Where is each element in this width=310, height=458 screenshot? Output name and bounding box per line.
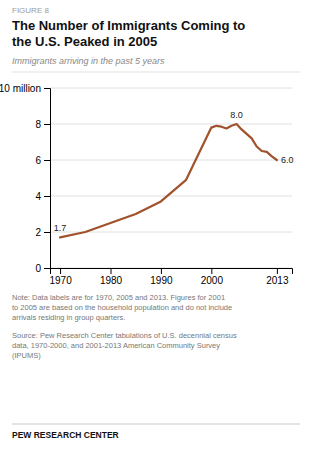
y-tick-mark [44, 196, 50, 197]
source-line: (IPUMS) [12, 351, 41, 360]
source: Source: Pew Research Center tabulations … [12, 331, 237, 360]
title-line: The Number of Immigrants Coming to [12, 18, 245, 33]
y-tick: 0 [35, 263, 50, 274]
plot-area [60, 124, 277, 237]
footer-rule [12, 424, 300, 425]
grid-line [50, 124, 292, 125]
y-tick-label: 8 [35, 119, 41, 130]
header-rule [12, 72, 300, 73]
source-line: Source: Pew Research Center tabulations … [12, 331, 237, 340]
figure-label-line: FIGURE 8 [12, 6, 49, 15]
brand: PEW RESEARCH CENTER [12, 430, 119, 440]
x-tick-label: 2013 [266, 275, 289, 286]
y-axis: 0 2 4 6 8 10 million [0, 83, 51, 274]
y-tick: 8 [35, 119, 50, 130]
brand-line: PEW RESEARCH CENTER [12, 430, 119, 440]
grid-line [50, 196, 292, 197]
data-label: 6.0 [281, 155, 294, 165]
title-line: the U.S. Peaked in 2005 [12, 34, 157, 49]
y-tick-label: 2 [35, 227, 41, 238]
y-tick-mark [44, 232, 50, 233]
grid [50, 88, 292, 268]
title: The Number of Immigrants Coming tothe U.… [12, 18, 245, 49]
y-tick: 4 [35, 191, 50, 202]
x-tick: 1970 [49, 268, 72, 286]
data-label: 8.0 [230, 110, 243, 120]
x-tick-mark [277, 268, 278, 274]
x-tick-label: 1990 [150, 275, 173, 286]
figure-label: FIGURE 8 [12, 6, 49, 15]
x-tick-mark [60, 268, 61, 274]
x-tick-mark [111, 268, 112, 274]
y-tick: 6 [35, 155, 50, 166]
y-tick: 2 [35, 227, 50, 238]
data-label: 1.7 [54, 223, 67, 233]
grid-line [50, 88, 292, 89]
subtitle: Immigrants arriving in the past 5 years [12, 56, 165, 66]
y-tick: 10 million [0, 83, 50, 94]
note-line: arrivals residing in group quarters. [12, 313, 125, 322]
y-tick-label: 0 [35, 263, 41, 274]
x-axis: 1970 1980 1990 2000 2013 [49, 268, 292, 286]
x-tick-label: 2000 [201, 275, 224, 286]
data-line [60, 124, 277, 237]
chart: FIGURE 8 The Number of Immigrants Coming … [0, 0, 310, 458]
note: Note: Data labels are for 1970, 2005 and… [12, 293, 232, 322]
x-tick-label: 1980 [100, 275, 123, 286]
note-line: to 2005 are based on the household popul… [12, 303, 232, 312]
y-tick-label: 4 [35, 191, 41, 202]
x-tick-label: 1970 [49, 275, 72, 286]
x-tick: 2000 [201, 268, 224, 286]
x-tick-mark [211, 268, 212, 274]
y-tick-label: 10 million [0, 83, 41, 94]
subtitle-line: Immigrants arriving in the past 5 years [12, 56, 165, 66]
y-tick-mark [44, 88, 50, 89]
y-tick-mark [44, 124, 50, 125]
source-line: data, 1970-2000, and 2001-2013 American … [12, 341, 220, 350]
y-tick-label: 6 [35, 155, 41, 166]
x-tick-mark [161, 268, 162, 274]
x-tick: 1990 [150, 268, 173, 286]
x-tick: 1980 [100, 268, 123, 286]
y-tick-mark [44, 160, 50, 161]
annotations: 1.7 8.0 6.0 [54, 110, 294, 233]
note-line: Note: Data labels are for 1970, 2005 and… [12, 293, 225, 302]
x-axis-line [51, 269, 293, 275]
y-tick-mark [44, 268, 50, 269]
x-tick: 2013 [266, 268, 289, 286]
y-axis-line [44, 89, 51, 269]
grid-line [50, 160, 292, 161]
